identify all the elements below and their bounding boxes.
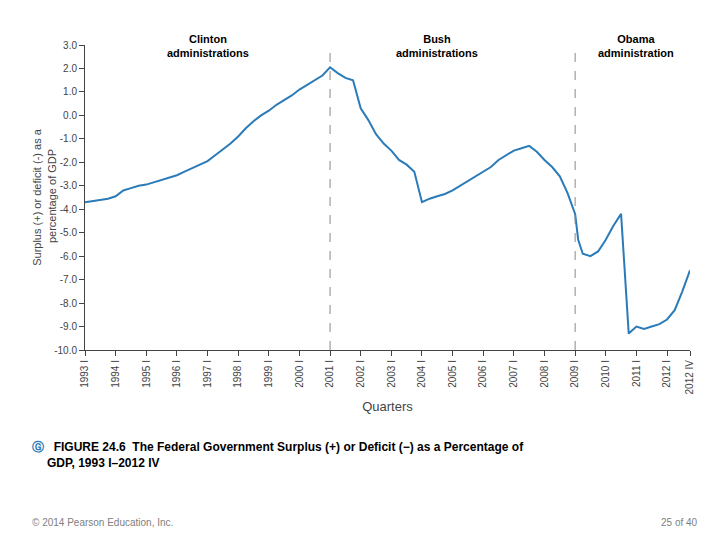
svg-text:2000 I: 2000 I xyxy=(294,360,305,388)
svg-text:1996 I: 1996 I xyxy=(171,360,182,388)
svg-text:-3.0: -3.0 xyxy=(60,180,78,191)
svg-text:2004 I: 2004 I xyxy=(416,360,427,388)
svg-text:-7.0: -7.0 xyxy=(60,274,78,285)
svg-text:Quarters: Quarters xyxy=(362,399,413,414)
svg-text:2009 I: 2009 I xyxy=(569,360,580,388)
svg-text:0.0: 0.0 xyxy=(63,110,77,121)
svg-text:-9.0: -9.0 xyxy=(60,321,78,332)
svg-text:-2.0: -2.0 xyxy=(60,157,78,168)
svg-text:-8.0: -8.0 xyxy=(60,298,78,309)
svg-text:2010 I: 2010 I xyxy=(600,360,611,388)
svg-text:-10.0: -10.0 xyxy=(54,345,77,356)
svg-text:2003 I: 2003 I xyxy=(386,360,397,388)
svg-text:2001 I: 2001 I xyxy=(324,360,335,388)
svg-text:-1.0: -1.0 xyxy=(60,133,78,144)
svg-text:1993 I: 1993 I xyxy=(79,360,90,388)
svg-text:Surplus (+) or deficit (-) as: Surplus (+) or deficit (-) as a percenta… xyxy=(31,128,57,266)
svg-text:2006 I: 2006 I xyxy=(477,360,488,388)
svg-text:Obamaadministration: Obamaadministration xyxy=(598,33,674,59)
svg-text:1997 I: 1997 I xyxy=(202,360,213,388)
svg-text:Ⓖ: Ⓖ xyxy=(32,440,44,454)
svg-text:2005 I: 2005 I xyxy=(447,360,458,388)
svg-text:© 2014 Pearson Education, Inc.: © 2014 Pearson Education, Inc. xyxy=(32,517,173,528)
svg-text:1998 I: 1998 I xyxy=(232,360,243,388)
svg-text:FIGURE 24.6 The Federal Gover: FIGURE 24.6 The Federal Government Surpl… xyxy=(47,440,524,470)
svg-text:1995 I: 1995 I xyxy=(141,360,152,388)
svg-text:1.0: 1.0 xyxy=(63,86,77,97)
svg-text:2007 I: 2007 I xyxy=(508,360,519,388)
svg-text:1999 I: 1999 I xyxy=(263,360,274,388)
svg-text:Bushadministrations: Bushadministrations xyxy=(396,33,478,59)
svg-text:2012 I: 2012 I xyxy=(661,360,672,388)
svg-text:1994 I: 1994 I xyxy=(110,360,121,388)
svg-text:-5.0: -5.0 xyxy=(60,227,78,238)
svg-text:-6.0: -6.0 xyxy=(60,251,78,262)
svg-text:Clintonadministrations: Clintonadministrations xyxy=(167,33,249,59)
svg-text:2011 I: 2011 I xyxy=(631,360,642,387)
svg-text:2012 IV: 2012 IV xyxy=(684,360,695,395)
svg-text:3.0: 3.0 xyxy=(63,40,77,51)
svg-text:2.0: 2.0 xyxy=(63,63,77,74)
svg-text:25 of 40: 25 of 40 xyxy=(661,517,698,528)
svg-text:2008 I: 2008 I xyxy=(539,360,550,388)
svg-text:2002 I: 2002 I xyxy=(355,360,366,388)
svg-text:-4.0: -4.0 xyxy=(60,204,78,215)
